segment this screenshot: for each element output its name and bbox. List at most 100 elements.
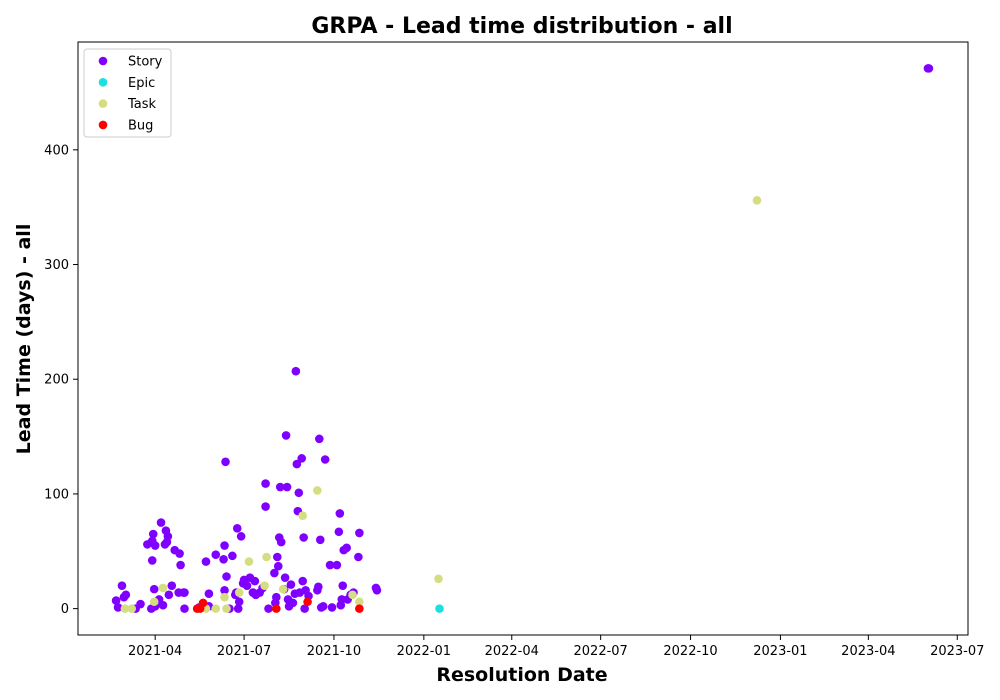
data-point-task	[434, 575, 443, 584]
data-point-story	[297, 454, 306, 463]
y-tick-label: 100	[44, 487, 69, 502]
data-point-task	[150, 597, 159, 606]
data-point-story	[211, 550, 220, 559]
data-point-story	[157, 518, 166, 527]
legend-label: Task	[127, 97, 157, 112]
data-point-story	[292, 367, 301, 376]
data-point-story	[336, 509, 345, 518]
data-point-task	[159, 584, 168, 593]
y-tick-label: 200	[44, 373, 69, 388]
data-point-story	[298, 577, 307, 586]
data-point-task	[211, 604, 220, 613]
data-point-story	[373, 586, 382, 595]
data-point-story	[164, 532, 173, 541]
data-point-task	[260, 581, 269, 590]
x-tick-label: 2022-01	[397, 644, 451, 659]
data-point-story	[151, 541, 160, 550]
series-epic	[435, 604, 444, 613]
data-point-task	[245, 557, 254, 566]
data-point-story	[333, 561, 342, 570]
legend-marker	[99, 57, 108, 66]
data-point-story	[355, 529, 364, 538]
data-point-story	[264, 604, 273, 613]
x-tick-label: 2023-01	[753, 644, 807, 659]
data-point-story	[319, 602, 328, 611]
data-point-story	[342, 544, 351, 553]
data-point-story	[261, 479, 270, 488]
x-tick-label: 2023-07	[930, 644, 984, 659]
data-point-story	[261, 502, 270, 511]
data-point-story	[281, 573, 290, 582]
data-point-story	[176, 561, 185, 570]
data-point-task	[262, 553, 271, 562]
data-point-story	[180, 588, 189, 597]
data-point-task	[348, 591, 357, 600]
data-point-story	[299, 533, 308, 542]
data-point-story	[220, 541, 229, 550]
data-point-task	[127, 604, 136, 613]
x-tick-label: 2022-10	[663, 644, 717, 659]
data-point-story	[251, 577, 260, 586]
data-point-story	[122, 591, 131, 600]
data-point-task	[298, 511, 307, 520]
x-tick-label: 2023-04	[841, 644, 895, 659]
data-point-story	[277, 538, 286, 547]
data-point-story	[354, 553, 363, 562]
data-point-story	[237, 532, 246, 541]
data-point-story	[149, 530, 158, 539]
data-point-bug	[355, 604, 364, 613]
y-tick-label: 300	[44, 258, 69, 273]
data-point-task	[220, 593, 229, 602]
data-point-story	[338, 581, 347, 590]
data-point-story	[287, 580, 296, 589]
legend-label: Epic	[128, 76, 155, 91]
x-tick-label: 2021-10	[307, 644, 361, 659]
legend-marker	[99, 78, 108, 87]
data-point-task	[753, 196, 762, 205]
data-point-story	[136, 600, 145, 609]
data-point-story	[289, 599, 298, 608]
data-point-story	[167, 581, 176, 590]
data-point-story	[243, 581, 252, 590]
chart-title: GRPA - Lead time distribution - all	[311, 14, 732, 39]
data-point-story	[335, 527, 344, 536]
data-point-story	[282, 431, 291, 440]
data-point-task	[222, 604, 231, 613]
legend-label: Story	[128, 55, 163, 70]
legend-marker	[99, 99, 108, 108]
legend-label: Bug	[128, 118, 153, 133]
legend: Story Epic Task Bug	[84, 49, 171, 137]
data-point-task	[313, 486, 322, 495]
data-point-task	[235, 588, 244, 597]
data-point-story	[316, 536, 325, 545]
y-tick-label: 0	[61, 602, 69, 617]
data-point-story	[180, 604, 189, 613]
x-tick-label: 2022-07	[574, 644, 628, 659]
data-point-story	[314, 583, 323, 592]
data-point-story	[222, 572, 231, 581]
data-point-bug	[272, 604, 281, 613]
data-point-story	[315, 435, 324, 444]
x-tick-label: 2022-04	[485, 644, 539, 659]
data-point-story	[202, 557, 211, 566]
data-point-bug	[303, 597, 312, 606]
data-point-story	[283, 483, 292, 492]
data-point-story	[148, 556, 157, 565]
data-point-story	[294, 488, 303, 497]
data-point-story	[321, 455, 330, 464]
data-point-story	[235, 597, 244, 606]
y-axis-label: Lead Time (days) - all	[13, 224, 35, 455]
data-point-story	[219, 555, 228, 564]
data-point-story	[205, 589, 214, 598]
data-point-epic	[435, 604, 444, 613]
y-tick-label: 400	[44, 143, 69, 158]
data-point-story	[118, 581, 127, 590]
x-axis-label: Resolution Date	[436, 664, 607, 686]
data-point-story	[273, 553, 282, 562]
x-tick-label: 2021-07	[217, 644, 271, 659]
data-point-task	[279, 585, 288, 594]
data-point-story	[159, 601, 168, 610]
legend-marker	[99, 121, 108, 130]
